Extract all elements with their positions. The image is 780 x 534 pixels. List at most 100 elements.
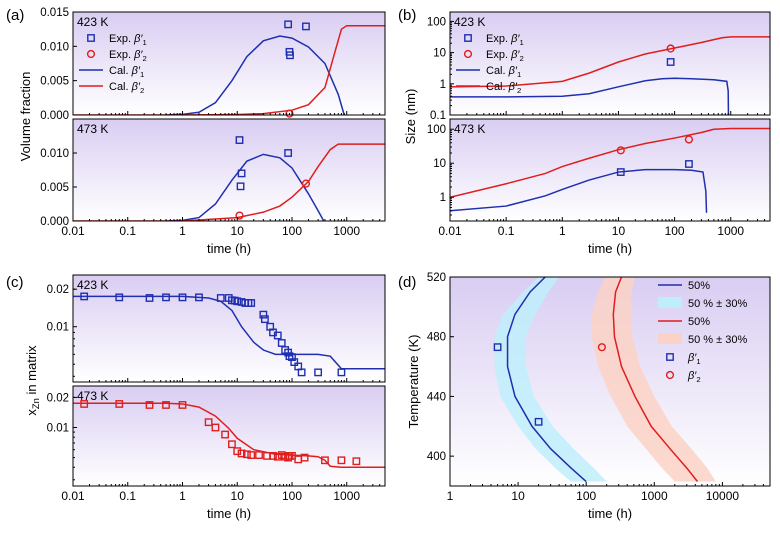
series-group bbox=[450, 127, 770, 213]
series-point bbox=[301, 179, 311, 188]
series-point bbox=[684, 135, 694, 144]
subplot-background bbox=[450, 12, 770, 115]
axis-xtick-label: 0.01 bbox=[61, 489, 85, 503]
series-group bbox=[73, 295, 385, 370]
series-point bbox=[211, 423, 220, 432]
series-point bbox=[597, 343, 606, 352]
series-point bbox=[204, 418, 213, 427]
series-line bbox=[506, 277, 587, 483]
legend-label: Cal. β′1 bbox=[486, 65, 521, 79]
series-point bbox=[288, 353, 296, 362]
axis-ytick-label: 0.010 bbox=[40, 41, 69, 53]
series-point bbox=[290, 358, 299, 366]
y-axis-title: xZn in matrix bbox=[24, 345, 41, 416]
legend-label: Cal. β′2 bbox=[486, 81, 521, 95]
subplot-temperature-label: 423 K bbox=[77, 15, 108, 29]
subplot-background bbox=[450, 119, 770, 221]
legend-label: Exp. β′1 bbox=[109, 33, 147, 47]
subplot-temperature-label: 423 K bbox=[77, 278, 108, 292]
legend-label: β′2 bbox=[687, 370, 701, 384]
panel-label: (b) bbox=[398, 7, 416, 24]
axis-ytick-label: 520 bbox=[427, 272, 446, 284]
axis-xtick-label: 100 bbox=[282, 489, 302, 503]
legend-label: 50 % ± 30% bbox=[688, 298, 747, 310]
series-point bbox=[273, 331, 282, 340]
axis-xtick-label: 1 bbox=[447, 489, 454, 503]
series-point bbox=[178, 293, 187, 302]
legend-swatch bbox=[464, 34, 472, 42]
series-line bbox=[73, 143, 385, 221]
legend-swatch bbox=[87, 34, 95, 42]
series-line bbox=[450, 127, 770, 198]
axis-ytick-label: 440 bbox=[427, 391, 446, 403]
axis-xtick-label: 1 bbox=[179, 489, 186, 503]
axis-ytick-label: 100 bbox=[427, 124, 446, 136]
series-point bbox=[269, 451, 277, 460]
series-point bbox=[145, 294, 154, 302]
series-point bbox=[145, 401, 154, 409]
series-point bbox=[162, 401, 170, 409]
legend-label: Cal. β′2 bbox=[109, 81, 144, 95]
legend-label: 50% bbox=[688, 316, 710, 328]
subplot-a-1: 0.000 0.005 0.010 0.01 0.1 1 10 100 1000 473 K bbox=[40, 118, 386, 238]
series-point bbox=[221, 430, 229, 439]
legend-label: Exp. β′2 bbox=[486, 49, 524, 63]
legend-label: β′1 bbox=[687, 352, 701, 366]
axis-ytick-label: 0.01 bbox=[47, 322, 69, 334]
axis-xtick-label: 10 bbox=[231, 224, 245, 238]
panel-label: (d) bbox=[398, 274, 416, 291]
panel-label: (c) bbox=[6, 274, 24, 291]
series-point bbox=[216, 294, 225, 302]
series-point bbox=[337, 368, 346, 377]
series-point bbox=[195, 293, 203, 302]
axis-xtick-label: 0.1 bbox=[498, 224, 515, 238]
series-point bbox=[314, 368, 323, 377]
axis-ytick-label: 1 bbox=[440, 79, 446, 91]
axis-ytick-label: 0.000 bbox=[40, 110, 69, 122]
subplot-background bbox=[73, 12, 385, 115]
series-point bbox=[80, 400, 89, 408]
series-point bbox=[115, 293, 124, 302]
series-point bbox=[178, 401, 187, 409]
series-group bbox=[450, 36, 770, 115]
series-point bbox=[237, 449, 246, 458]
series-point bbox=[233, 297, 242, 306]
axis-ytick-label: 100 bbox=[427, 16, 446, 28]
series-point bbox=[273, 452, 282, 461]
series-point bbox=[242, 450, 251, 459]
series-point bbox=[666, 58, 675, 66]
axis-ytick-label: 0.02 bbox=[47, 392, 69, 404]
series-point bbox=[228, 440, 236, 449]
x-axis-title: time (h) bbox=[207, 506, 251, 521]
series-point bbox=[233, 447, 242, 456]
series-point bbox=[235, 136, 244, 144]
axis-ytick-label: 400 bbox=[427, 451, 446, 463]
axis-xtick-label: 1000 bbox=[333, 489, 360, 503]
panel-c: (c) 0.01 0.02 423 K 0.01 0.02 0.01 0.1 1 10 100 100… bbox=[6, 274, 386, 521]
legend-swatch bbox=[658, 297, 682, 308]
series-point bbox=[237, 169, 246, 178]
series-point bbox=[285, 109, 294, 118]
series-band bbox=[494, 277, 607, 482]
axis-ytick-label: 0.1 bbox=[430, 110, 446, 122]
axis-ytick-label: 0.02 bbox=[47, 284, 69, 296]
x-axis-title: time (h) bbox=[588, 506, 632, 521]
series-point bbox=[300, 453, 309, 462]
legend-swatch bbox=[665, 370, 675, 380]
axis-ytick-label: 0.005 bbox=[40, 76, 69, 88]
axis-ytick-label: 10 bbox=[433, 48, 446, 60]
axis-xtick-label: 1 bbox=[559, 224, 566, 238]
axis-xtick-label: 10 bbox=[612, 224, 626, 238]
legend-swatch bbox=[666, 353, 674, 361]
legend-swatch bbox=[658, 333, 682, 344]
subplot-temperature-label: 423 K bbox=[454, 15, 485, 29]
series-line bbox=[73, 295, 385, 370]
series-group bbox=[494, 277, 716, 483]
axis-ytick-label: 0.015 bbox=[40, 7, 69, 19]
series-point bbox=[259, 310, 268, 319]
legend-label: Exp. β′1 bbox=[486, 33, 524, 47]
series-line bbox=[450, 36, 770, 88]
